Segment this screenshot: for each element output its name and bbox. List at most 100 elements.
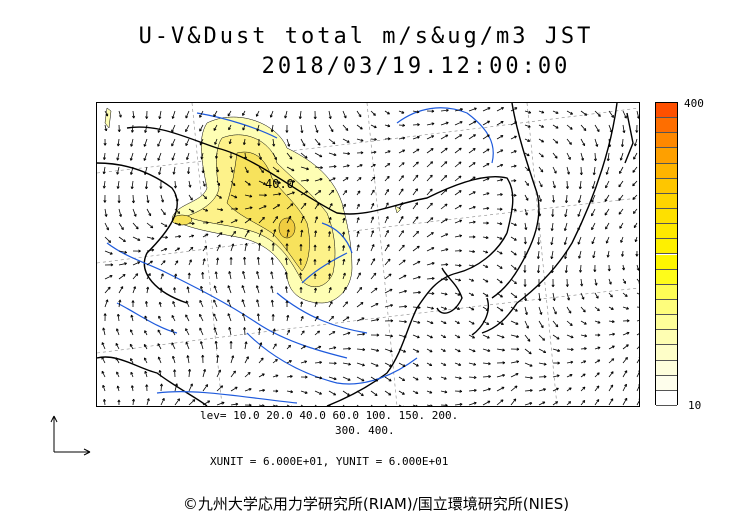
wind-arrow-head [539, 312, 542, 315]
wind-arrow-head [176, 383, 178, 387]
wind-arrow [244, 257, 246, 266]
wind-arrow [242, 313, 246, 322]
wind-arrow-head [264, 205, 267, 209]
wind-arrow [398, 259, 406, 266]
wind-arrow-head [580, 283, 583, 287]
wind-arrow [426, 320, 434, 324]
wind-arrow-head [271, 257, 274, 260]
wind-arrow-head [530, 389, 533, 393]
wind-arrow [594, 306, 600, 312]
wind-arrow-head [175, 273, 178, 277]
wind-arrow [328, 301, 333, 308]
wind-arrow-head [305, 203, 307, 206]
wind-arrow [605, 180, 610, 189]
wind-arrow [188, 246, 194, 252]
wind-arrow-head [101, 342, 105, 345]
wind-arrow-head [488, 400, 491, 404]
wind-arrow [566, 180, 568, 189]
wind-arrow [227, 299, 232, 308]
wind-arrow-head [130, 358, 133, 361]
wind-arrow [104, 222, 109, 231]
wind-arrow [370, 318, 379, 322]
wind-arrow [606, 166, 610, 175]
wind-arrow-head [314, 259, 317, 262]
wind-arrow-head [104, 128, 107, 132]
wind-arrow-head [116, 143, 119, 147]
wind-arrow [200, 286, 204, 294]
wind-arrow [130, 138, 134, 147]
wind-arrow-head [524, 298, 527, 302]
wind-arrow-head [431, 203, 433, 206]
wind-arrow [202, 400, 210, 406]
wind-arrow-head [472, 236, 476, 239]
wind-arrow-head [473, 148, 476, 151]
wind-arrow-head [540, 170, 543, 173]
wind-arrow [174, 180, 177, 189]
wind-arrow [566, 401, 571, 406]
wind-arrow-head [173, 185, 176, 189]
wind-arrow-head [330, 217, 332, 220]
wind-arrow [482, 362, 491, 365]
wind-arrow [482, 148, 490, 154]
wind-arrow [216, 244, 221, 252]
wind-arrow-head [431, 135, 435, 139]
wind-arrow [591, 222, 596, 230]
wind-arrow [578, 250, 582, 259]
wind-arrow-head [622, 130, 625, 134]
wind-arrow [426, 202, 433, 210]
wind-arrow [115, 357, 120, 364]
wind-arrow-head [314, 273, 317, 277]
wind-arrow [187, 166, 190, 174]
copyright-footer: ©九州大学応用力学研究所(RIAM)/国立環境研究所(NIES) [182, 495, 570, 513]
wind-arrow-head [536, 256, 539, 259]
wind-arrow [132, 236, 141, 241]
wind-arrow-head [144, 330, 147, 333]
wind-arrow [300, 301, 303, 308]
wind-arrow [146, 273, 151, 280]
wind-arrow-head [583, 373, 586, 377]
wind-arrow [356, 203, 360, 210]
wind-arrow [216, 166, 219, 173]
wind-arrow-head [204, 258, 206, 262]
wind-arrow [272, 216, 278, 224]
wind-arrow [370, 138, 377, 141]
wind-arrow [510, 208, 517, 211]
wind-arrow [594, 359, 601, 364]
wind-arrow [552, 194, 555, 203]
wind-arrow [622, 332, 630, 336]
wind-arrow [256, 124, 260, 132]
wind-arrow [286, 375, 293, 378]
wind-arrow [440, 376, 447, 380]
wind-arrow [356, 124, 363, 130]
wind-arrow-head [636, 268, 639, 271]
wind-arrow [524, 124, 531, 128]
wind-arrow-head [415, 404, 418, 406]
wind-arrow [286, 166, 295, 172]
wind-arrow [227, 285, 232, 294]
wind-arrow-head [445, 189, 448, 193]
wind-arrow-head [302, 144, 305, 147]
wind-arrow-head [162, 213, 166, 216]
wind-arrow [230, 166, 234, 173]
wind-arrow [496, 222, 503, 225]
wind-arrow-head [271, 271, 274, 274]
wind-arrow-head [474, 389, 477, 392]
wind-arrow [202, 233, 209, 238]
wind-arrow-head [543, 401, 546, 405]
wind-arrow-head [515, 121, 518, 125]
wind-arrow [594, 110, 601, 117]
wind-arrow [103, 399, 106, 406]
wind-arrow [636, 264, 639, 271]
wind-arrow [496, 164, 503, 168]
wind-arrow [272, 204, 280, 210]
wind-arrow-head [188, 272, 191, 276]
wind-arrow-head [248, 404, 252, 406]
wind-arrow [593, 166, 596, 175]
wind-arrow-head [431, 110, 435, 113]
wind-arrow-head [191, 223, 195, 225]
wind-arrow [188, 369, 191, 378]
wind-arrow [300, 202, 307, 210]
wind-arrow [300, 124, 303, 133]
wind-arrow-head [158, 356, 161, 359]
wind-arrow [256, 110, 260, 117]
